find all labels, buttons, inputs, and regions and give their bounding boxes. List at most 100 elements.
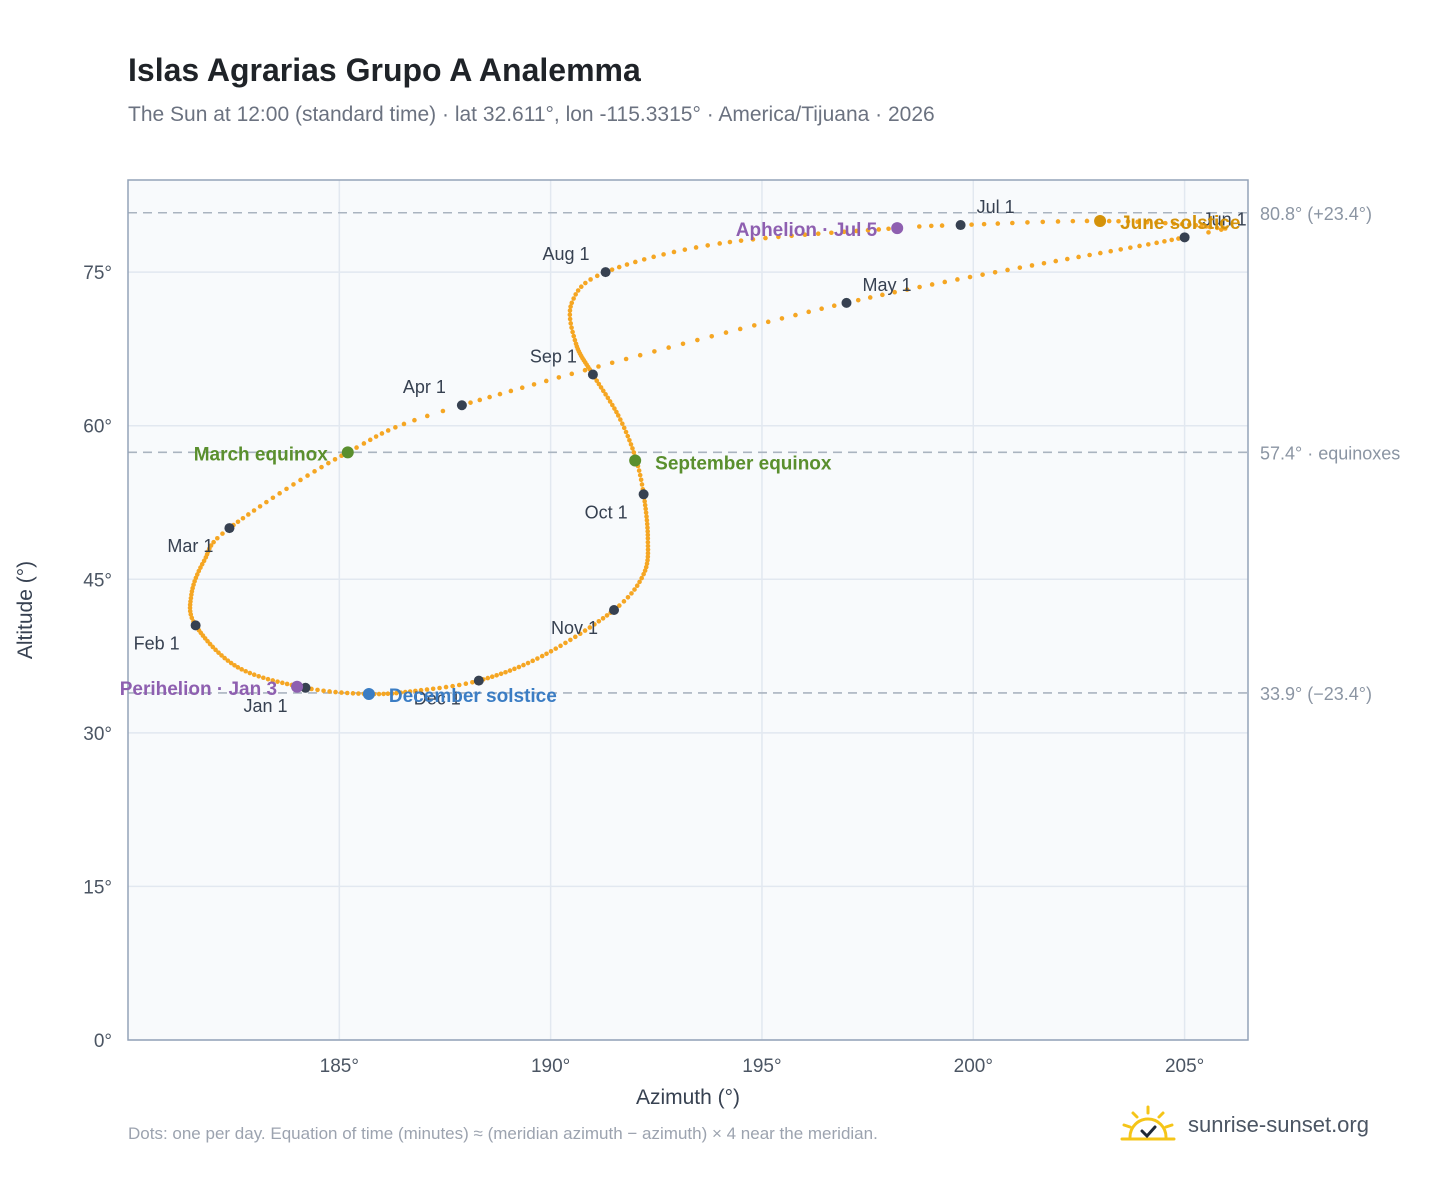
daily-dot xyxy=(246,512,251,517)
daily-dot xyxy=(638,477,644,483)
daily-dot xyxy=(765,319,771,325)
daily-dot xyxy=(831,303,837,309)
y-tick-label: 15° xyxy=(83,877,112,898)
daily-dot xyxy=(1193,223,1199,228)
daily-dot xyxy=(643,506,648,512)
brand-logo[interactable]: sunrise-sunset.org xyxy=(1120,1100,1369,1150)
month-marker-dot xyxy=(609,605,620,615)
daily-dot xyxy=(1053,258,1059,264)
daily-dot xyxy=(615,413,621,418)
month-marker-dot xyxy=(300,682,311,693)
daily-dot xyxy=(222,655,227,661)
daily-dot xyxy=(601,388,606,394)
daily-dot xyxy=(880,292,885,298)
daily-dot xyxy=(219,653,224,658)
daily-dot xyxy=(955,277,960,282)
daily-dot xyxy=(806,309,811,315)
daily-dot xyxy=(407,689,413,694)
daily-dot xyxy=(738,238,744,243)
daily-dot xyxy=(194,572,200,577)
daily-dot xyxy=(625,433,631,439)
daily-dot xyxy=(577,631,583,637)
month-marker-label: Aug 1 xyxy=(543,244,590,264)
daily-dot xyxy=(208,543,214,548)
daily-dot xyxy=(1084,218,1090,224)
daily-dot xyxy=(1041,260,1047,266)
daily-dot xyxy=(596,381,602,387)
y-tick-label: 45° xyxy=(83,570,112,591)
daily-dot xyxy=(494,672,499,678)
daily-dot xyxy=(256,673,262,679)
daily-dot xyxy=(568,321,574,326)
daily-dot xyxy=(413,688,418,694)
daily-dot xyxy=(1186,222,1192,228)
daily-dot xyxy=(981,221,987,227)
daily-dot xyxy=(618,417,623,422)
daily-dot xyxy=(215,535,220,541)
month-marker-dot xyxy=(456,400,467,411)
daily-dot xyxy=(942,279,948,285)
daily-dot xyxy=(819,306,824,312)
daily-dot xyxy=(1118,247,1124,252)
brand-name[interactable]: sunrise-sunset.org xyxy=(1188,1112,1369,1137)
month-marker-dot xyxy=(1179,232,1190,243)
plot-frame xyxy=(127,179,1249,1041)
daily-dot xyxy=(623,429,629,435)
daily-dot xyxy=(264,499,269,505)
daily-dot xyxy=(776,234,781,240)
daily-dot xyxy=(617,603,622,608)
daily-dot xyxy=(623,356,629,362)
daily-dot xyxy=(723,330,729,335)
daily-dot xyxy=(917,284,922,290)
month-marker-label: Nov 1 xyxy=(551,618,598,638)
daily-dot xyxy=(582,628,588,633)
y-tick-label: 0° xyxy=(94,1031,112,1052)
daily-dot xyxy=(394,690,399,696)
daily-dot xyxy=(610,402,615,408)
chart-title: Islas Agrarias Grupo A Analemma xyxy=(128,52,641,88)
daily-dot xyxy=(992,269,998,275)
daily-dot xyxy=(437,685,442,691)
daily-dot xyxy=(609,267,615,272)
daily-dot xyxy=(929,282,935,287)
daily-dot xyxy=(531,382,537,387)
daily-dot xyxy=(401,421,407,427)
daily-dot xyxy=(525,660,531,666)
daily-dot xyxy=(763,235,768,241)
daily-dot xyxy=(641,571,646,577)
daily-dot xyxy=(354,445,359,450)
daily-dot xyxy=(530,658,535,664)
daily-dot xyxy=(592,622,597,627)
daily-dot xyxy=(616,264,622,270)
daily-dot xyxy=(228,660,234,666)
daily-dot xyxy=(456,682,462,688)
daily-dot xyxy=(519,385,525,391)
daily-dot xyxy=(1144,219,1150,225)
daily-dot xyxy=(418,687,424,693)
daily-dot xyxy=(376,691,382,697)
daily-dot xyxy=(620,421,625,427)
daily-dot xyxy=(645,532,651,538)
daily-dot xyxy=(270,678,276,683)
month-marker-label: Sep 1 xyxy=(530,347,577,367)
daily-dot xyxy=(539,653,545,659)
daily-dot xyxy=(477,397,483,403)
daily-dot xyxy=(636,468,642,473)
month-marker-label: Jul 1 xyxy=(977,197,1015,217)
reference-line-label: 57.4° · equinoxes xyxy=(1260,443,1400,463)
daily-dot xyxy=(1146,242,1151,247)
daily-dot xyxy=(642,499,647,504)
daily-dot xyxy=(1017,265,1023,270)
daily-dot xyxy=(487,394,492,400)
month-marker-label: Feb 1 xyxy=(134,633,180,653)
event-label: December solstice xyxy=(389,686,557,707)
daily-dot xyxy=(644,521,650,527)
event-label: Aphelion · Jul 5 xyxy=(736,220,878,241)
daily-dot xyxy=(578,284,584,290)
daily-dot xyxy=(350,691,356,696)
reference-line-label: 33.9° (−23.4°) xyxy=(1260,684,1372,704)
daily-dot xyxy=(196,568,202,574)
daily-dot xyxy=(642,502,648,508)
event-markers: March equinox September equinox June solst… xyxy=(120,213,1241,707)
daily-dot xyxy=(1040,219,1046,225)
